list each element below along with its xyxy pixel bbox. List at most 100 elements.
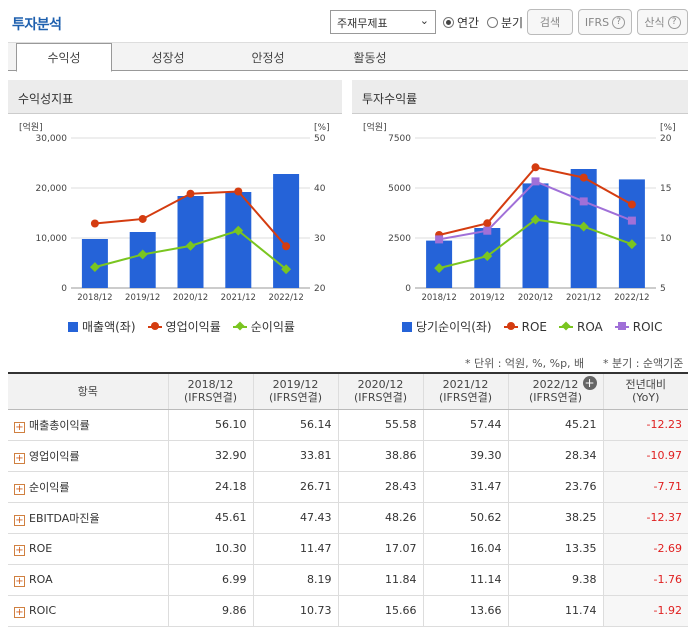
legend-item: 순이익률	[232, 318, 295, 335]
right-tick-label: 20	[314, 284, 326, 294]
expand-row-icon[interactable]: +	[14, 452, 25, 464]
left-tick-label: 2500	[388, 234, 411, 244]
point-영업이익률	[138, 214, 147, 223]
ifrs-help-button[interactable]: IFRS ?	[578, 9, 632, 35]
x-tick-label: 2022/12	[614, 293, 649, 303]
table-cell: 28.43	[337, 471, 423, 503]
table-cell: 13.35	[507, 533, 603, 565]
table-cell: 23.76	[507, 471, 603, 503]
legend-label: ROIC	[632, 319, 663, 334]
legend-item: 매출액(좌)	[68, 318, 136, 335]
expand-row-icon[interactable]: +	[14, 514, 25, 526]
point-순이익률	[233, 225, 244, 236]
column-header: 전년대비 (YoY)	[602, 372, 688, 410]
left-tick-label: 0	[405, 284, 411, 294]
bar-2020/12	[522, 183, 549, 288]
expand-row-icon[interactable]: +	[14, 575, 25, 587]
expand-row-icon[interactable]: +	[14, 421, 25, 433]
right-axis-unit: [%]	[314, 123, 330, 133]
legend-item: 영업이익률	[147, 318, 221, 335]
x-tick-label: 2021/12	[566, 293, 601, 303]
question-icon: ?	[667, 15, 681, 29]
bar-2021/12	[225, 192, 252, 288]
point-ROIC	[627, 216, 636, 225]
right-tick-label: 5	[660, 284, 666, 294]
statement-select[interactable]: 주재무제표 ⌄	[330, 10, 436, 34]
right-tick-label: 20	[660, 134, 672, 144]
quarter-note: * 분기 : 순액기준	[603, 357, 684, 370]
legend-item: 당기순이익(좌)	[402, 318, 492, 335]
x-tick-label: 2022/12	[268, 293, 303, 303]
radio-annual-label: 연간	[457, 16, 480, 30]
table-cell: 10.73	[252, 595, 338, 627]
point-ROE	[483, 219, 492, 228]
legend-swatch	[402, 321, 412, 332]
yoy-cell: -12.37	[602, 502, 688, 534]
search-button[interactable]: 검색	[527, 9, 573, 35]
panel-title-return: 투자수익률	[352, 80, 688, 114]
table-cell: 11.84	[337, 564, 423, 596]
legend-swatch	[147, 321, 162, 334]
chevron-down-icon: ⌄	[419, 14, 429, 27]
column-header: 2020/12 (IFRS연결)	[337, 372, 423, 410]
point-ROE	[627, 200, 636, 209]
point-순이익률	[137, 249, 148, 260]
row-label[interactable]: + ROIC	[8, 595, 168, 627]
unit-note: * 단위 : 억원, %, %p, 배	[465, 357, 585, 370]
bar-2022/12	[618, 179, 645, 288]
column-header: 2022/12 (IFRS연결) +	[507, 372, 603, 410]
right-tick-label: 40	[314, 184, 326, 194]
x-tick-label: 2018/12	[77, 293, 112, 303]
point-순이익률	[185, 240, 196, 251]
radio-annual[interactable]: 연간	[443, 14, 479, 31]
row-label[interactable]: + ROA	[8, 564, 168, 596]
yoy-cell: -10.97	[602, 440, 688, 472]
table-cell: 39.30	[422, 440, 508, 472]
column-header: 2021/12 (IFRS연결)	[422, 372, 508, 410]
expand-columns-icon[interactable]: +	[582, 375, 597, 390]
panel-title-profitability: 수익성지표	[8, 80, 342, 114]
yoy-cell: -1.76	[602, 564, 688, 596]
point-ROIC	[579, 197, 588, 206]
row-label[interactable]: + ROE	[8, 533, 168, 565]
row-label[interactable]: + 순이익률	[8, 471, 168, 503]
legend-profitability: 매출액(좌) 영업이익률 순이익률	[68, 318, 295, 335]
table-cell: 6.99	[167, 564, 253, 596]
tab-bar: 수익성 성장성 안정성 활동성	[8, 42, 688, 72]
left-tick-label: 30,000	[36, 134, 68, 144]
legend-item: ROA	[558, 320, 603, 334]
table-header-row: 항목 2018/12 (IFRS연결) 2019/12 (IFRS연결) 2020/12(…	[8, 372, 688, 410]
tab-profitability[interactable]: 수익성	[16, 43, 112, 72]
row-label[interactable]: + 영업이익률	[8, 440, 168, 472]
row-label[interactable]: + 매출총이익률	[8, 409, 168, 441]
table-body: + 매출총이익률 56.10 56.14 55.58 57.44 45.21 -12.23 + 영…	[8, 409, 688, 627]
expand-row-icon[interactable]: +	[14, 544, 25, 556]
table-cell: 55.58	[337, 409, 423, 441]
table-cell: 50.62	[422, 502, 508, 534]
x-tick-label: 2019/12	[470, 293, 505, 303]
legend-swatch	[614, 321, 629, 334]
right-axis-unit: [%]	[660, 123, 676, 133]
table-cell: 11.74	[507, 595, 603, 627]
expand-row-icon[interactable]: +	[14, 483, 25, 495]
left-axis-unit: [억원]	[363, 121, 387, 133]
left-tick-label: 0	[61, 284, 67, 294]
tab-growth[interactable]: 성장성	[151, 50, 185, 65]
tab-stability[interactable]: 안정성	[251, 50, 285, 65]
table-cell: 56.14	[252, 409, 338, 441]
legend-label: 영업이익률	[165, 320, 221, 334]
radio-quarter[interactable]: 분기	[487, 14, 523, 31]
table-cell: 10.30	[167, 533, 253, 565]
x-tick-label: 2020/12	[173, 293, 208, 303]
row-label[interactable]: + EBITDA마진율	[8, 502, 168, 534]
legend-item: ROE	[503, 320, 547, 334]
right-tick-label: 50	[314, 134, 326, 144]
table-cell: 32.90	[167, 440, 253, 472]
point-ROIC	[435, 235, 444, 244]
formula-help-button[interactable]: 산식 ?	[637, 9, 688, 35]
table-cell: 45.61	[167, 502, 253, 534]
expand-row-icon[interactable]: +	[14, 606, 25, 618]
legend-swatch	[232, 320, 247, 334]
right-tick-label: 30	[314, 234, 326, 244]
tab-activity[interactable]: 활동성	[353, 50, 387, 65]
